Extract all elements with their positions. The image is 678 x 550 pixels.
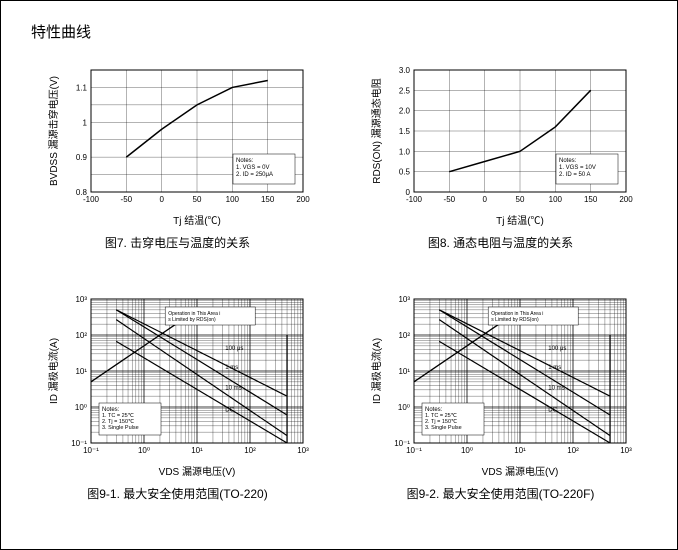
chart8-block: -100-5005010015020000.51.01.52.02.53.0Tj… — [354, 60, 647, 251]
svg-text:10³: 10³ — [398, 295, 410, 304]
svg-text:0: 0 — [159, 195, 164, 204]
svg-text:10³: 10³ — [297, 446, 309, 455]
svg-text:3.0: 3.0 — [398, 66, 410, 75]
svg-text:10⁻¹: 10⁻¹ — [394, 439, 410, 448]
svg-text:10²: 10² — [567, 446, 579, 455]
svg-text:50: 50 — [515, 195, 524, 204]
svg-text:1 ms: 1 ms — [548, 365, 561, 371]
svg-text:2.0: 2.0 — [398, 107, 410, 116]
chart7-caption: 图7. 击穿电压与温度的关系 — [105, 234, 250, 251]
svg-text:Notes:: Notes: — [559, 158, 577, 164]
chart8-svg: -100-5005010015020000.51.01.52.02.53.0Tj… — [366, 60, 636, 230]
svg-text:ID 漏极电流(A): ID 漏极电流(A) — [47, 338, 60, 404]
svg-text:ID 漏极电流(A): ID 漏极电流(A) — [370, 338, 383, 404]
svg-text:DC: DC — [548, 407, 557, 413]
svg-text:1: 1 — [82, 118, 87, 127]
svg-text:150: 150 — [583, 195, 597, 204]
svg-text:1.0: 1.0 — [398, 147, 410, 156]
svg-text:100 μs: 100 μs — [225, 346, 243, 352]
svg-text:10⁻¹: 10⁻¹ — [71, 439, 87, 448]
svg-text:10 ms: 10 ms — [548, 386, 564, 392]
svg-text:BVDSS 漏源击穿电压(V): BVDSS 漏源击穿电压(V) — [47, 76, 60, 186]
svg-text:DC: DC — [225, 407, 234, 413]
svg-text:3. Single Pulse: 3. Single Pulse — [425, 425, 462, 431]
svg-text:1. VGS = 0V: 1. VGS = 0V — [236, 165, 270, 171]
svg-text:1 ms: 1 ms — [225, 365, 238, 371]
svg-text:10 ms: 10 ms — [225, 386, 241, 392]
chart-grid: -100-500501001502000.80.911.1Tj 结温(℃)BVD… — [31, 60, 647, 502]
svg-text:0.9: 0.9 — [75, 153, 87, 162]
svg-text:10²: 10² — [75, 331, 87, 340]
svg-text:100: 100 — [225, 195, 239, 204]
svg-text:Tj 结温(℃): Tj 结温(℃) — [496, 214, 544, 227]
svg-text:10¹: 10¹ — [398, 367, 410, 376]
svg-text:10⁰: 10⁰ — [137, 446, 149, 455]
chart91-block: 10⁻¹10⁰10¹10²10³10⁻¹10⁰10¹10²10³100 μs1 … — [31, 291, 324, 502]
svg-text:10¹: 10¹ — [75, 367, 87, 376]
svg-text:RDS(ON) 漏源通态电阻: RDS(ON) 漏源通态电阻 — [370, 78, 383, 184]
svg-text:10²: 10² — [398, 331, 410, 340]
svg-text:0: 0 — [405, 188, 410, 197]
svg-text:-50: -50 — [120, 195, 132, 204]
chart8-caption: 图8. 通态电阻与温度的关系 — [428, 234, 573, 251]
svg-text:1.1: 1.1 — [75, 83, 87, 92]
svg-text:2.5: 2.5 — [398, 86, 410, 95]
svg-text:VDS 漏源电压(V): VDS 漏源电压(V) — [481, 465, 558, 478]
page: 特性曲线 -100-500501001502000.80.911.1Tj 结温(… — [0, 0, 678, 550]
svg-text:0: 0 — [482, 195, 487, 204]
svg-text:0.8: 0.8 — [75, 188, 87, 197]
section-title: 特性曲线 — [31, 21, 647, 42]
svg-text:1.5: 1.5 — [398, 127, 410, 136]
svg-text:0.5: 0.5 — [398, 168, 410, 177]
svg-text:1. VGS = 10V: 1. VGS = 10V — [559, 165, 596, 171]
chart7-svg: -100-500501001502000.80.911.1Tj 结温(℃)BVD… — [43, 60, 313, 230]
chart91-svg: 10⁻¹10⁰10¹10²10³10⁻¹10⁰10¹10²10³100 μs1 … — [43, 291, 313, 481]
svg-text:2. ID = 50 A: 2. ID = 50 A — [559, 172, 591, 178]
svg-text:200: 200 — [619, 195, 633, 204]
svg-text:s Limited by RDS(on): s Limited by RDS(on) — [168, 317, 216, 323]
svg-text:-50: -50 — [443, 195, 455, 204]
svg-text:200: 200 — [296, 195, 310, 204]
svg-text:10⁰: 10⁰ — [397, 403, 409, 412]
svg-text:VDS 漏源电压(V): VDS 漏源电压(V) — [158, 465, 235, 478]
svg-text:10³: 10³ — [75, 295, 87, 304]
svg-text:Notes:: Notes: — [236, 158, 254, 164]
chart92-svg: 10⁻¹10⁰10¹10²10³10⁻¹10⁰10¹10²10³100 μs1 … — [366, 291, 636, 481]
svg-text:10¹: 10¹ — [191, 446, 203, 455]
svg-text:10⁰: 10⁰ — [74, 403, 86, 412]
svg-text:2. ID = 250μA: 2. ID = 250μA — [236, 172, 273, 178]
svg-text:100 μs: 100 μs — [548, 346, 566, 352]
svg-text:100: 100 — [548, 195, 562, 204]
svg-text:3. Single Pulse: 3. Single Pulse — [102, 425, 139, 431]
svg-text:150: 150 — [260, 195, 274, 204]
chart92-block: 10⁻¹10⁰10¹10²10³10⁻¹10⁰10¹10²10³100 μs1 … — [354, 291, 647, 502]
svg-text:10⁰: 10⁰ — [460, 446, 472, 455]
chart91-caption: 图9-1. 最大安全使用范围(TO-220) — [87, 485, 267, 502]
chart92-caption: 图9-2. 最大安全使用范围(TO-220F) — [407, 485, 595, 502]
chart7-block: -100-500501001502000.80.911.1Tj 结温(℃)BVD… — [31, 60, 324, 251]
svg-text:10¹: 10¹ — [514, 446, 526, 455]
svg-text:10²: 10² — [244, 446, 256, 455]
svg-text:10³: 10³ — [620, 446, 632, 455]
svg-text:50: 50 — [192, 195, 201, 204]
svg-text:Tj 结温(℃): Tj 结温(℃) — [173, 214, 221, 227]
svg-text:s Limited by RDS(on): s Limited by RDS(on) — [491, 317, 539, 323]
